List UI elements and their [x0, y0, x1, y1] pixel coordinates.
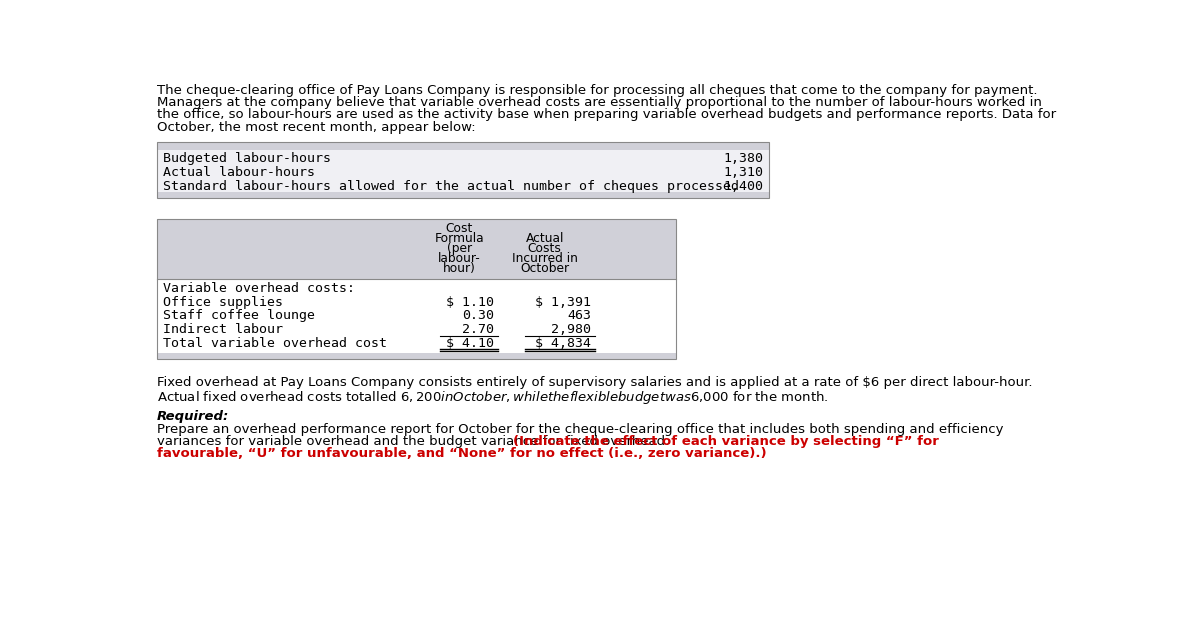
Text: October: October [520, 263, 569, 275]
Bar [157, 150, 770, 191]
Text: October, the most recent month, appear below:: October, the most recent month, appear b… [157, 120, 476, 134]
Text: 1,380: 1,380 [723, 152, 764, 165]
Bar [157, 191, 770, 197]
Text: The cheque-clearing office of Pay Loans Company is responsible for processing al: The cheque-clearing office of Pay Loans … [157, 84, 1037, 97]
Text: Actual labour-hours: Actual labour-hours [164, 166, 315, 179]
Text: hour): hour) [443, 263, 476, 275]
Text: Office supplies: Office supplies [164, 296, 283, 309]
Text: Indirect labour: Indirect labour [164, 323, 283, 336]
Text: $ 4,834: $ 4,834 [535, 337, 592, 350]
Text: $ 1.10: $ 1.10 [446, 296, 495, 309]
Text: Managers at the company believe that variable overhead costs are essentially pro: Managers at the company believe that var… [157, 96, 1042, 109]
Text: labour-: labour- [439, 252, 480, 265]
Bar [157, 219, 676, 360]
Text: $ 1,391: $ 1,391 [535, 296, 592, 309]
Text: Total variable overhead cost: Total variable overhead cost [164, 337, 387, 350]
Text: Actual fixed overhead costs totalled $6,200 in October, while the flexible budge: Actual fixed overhead costs totalled $6,… [157, 389, 828, 406]
Bar [157, 279, 676, 353]
Text: 2.70: 2.70 [462, 323, 495, 336]
Bar [157, 142, 770, 150]
Text: Variable overhead costs:: Variable overhead costs: [164, 282, 355, 294]
Text: the office, so labour-hours are used as the activity base when preparing variabl: the office, so labour-hours are used as … [157, 109, 1056, 121]
Text: 0.30: 0.30 [462, 309, 495, 322]
Bar [157, 219, 676, 279]
Text: Fixed overhead at Pay Loans Company consists entirely of supervisory salaries an: Fixed overhead at Pay Loans Company cons… [157, 376, 1032, 389]
Text: $ 4.10: $ 4.10 [446, 337, 495, 350]
Text: 1,310: 1,310 [723, 166, 764, 179]
Text: (per: (per [447, 242, 472, 255]
Text: Budgeted labour-hours: Budgeted labour-hours [164, 152, 331, 165]
Text: Staff coffee lounge: Staff coffee lounge [164, 309, 315, 322]
Text: 463: 463 [568, 309, 592, 322]
Text: Incurred in: Incurred in [511, 252, 577, 265]
Text: Required:: Required: [157, 410, 229, 424]
Text: Formula: Formula [435, 232, 484, 245]
Text: Standard labour-hours allowed for the actual number of cheques processed: Standard labour-hours allowed for the ac… [164, 180, 740, 193]
Text: (Indicate the effect of each variance by selecting “F” for: (Indicate the effect of each variance by… [514, 435, 939, 448]
Text: Actual: Actual [526, 232, 564, 245]
Bar [157, 353, 676, 360]
Text: Cost: Cost [446, 222, 473, 235]
Text: favourable, “U” for unfavourable, and “None” for no effect (i.e., zero variance): favourable, “U” for unfavourable, and “N… [157, 447, 767, 460]
Text: 1,400: 1,400 [723, 180, 764, 193]
Text: Prepare an overhead performance report for October for the cheque-clearing offic: Prepare an overhead performance report f… [157, 422, 1004, 435]
Bar [157, 142, 770, 197]
Text: variances for variable overhead and the budget variance for fixed overhead.: variances for variable overhead and the … [157, 435, 674, 448]
Text: Costs: Costs [528, 242, 562, 255]
Text: 2,980: 2,980 [551, 323, 592, 336]
